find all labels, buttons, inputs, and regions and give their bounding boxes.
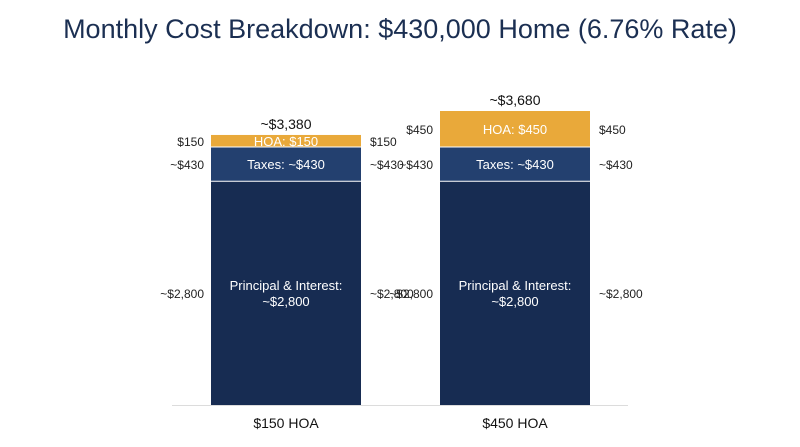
bar-2-principal-interest-segment-label: Principal & Interest: — [459, 278, 572, 293]
bar-1-taxes-segment-right-value: ~$430 — [370, 158, 404, 172]
bar-1-principal-interest-segment-label: Principal & Interest: — [230, 278, 343, 293]
bar-1-principal-interest-segment — [211, 181, 361, 405]
bar-1-principal-interest-segment-right-value: ~$2,800 — [370, 287, 414, 301]
bar-2-taxes-segment-label: Taxes: ~$430 — [476, 157, 554, 172]
bar-2-principal-interest-segment-right-value: ~$2,800 — [599, 287, 643, 301]
bar-2-hoa-segment-label: HOA: $450 — [483, 122, 547, 137]
bar-1-taxes-segment — [211, 146, 361, 182]
bar-1-total-label: ~$3,380 — [261, 116, 312, 132]
bar-2-principal-interest-segment-label: ~$2,800 — [491, 294, 538, 309]
bar-2-hoa-segment-right-value: $450 — [599, 123, 626, 137]
bar-1-hoa-segment-left-value: $150 — [177, 135, 204, 149]
bar-2-principal-interest-segment — [440, 181, 590, 405]
bar-2-hoa-segment — [440, 111, 590, 147]
bar-1-taxes-segment-left-value: ~$430 — [170, 158, 204, 172]
bar-1-taxes-segment-label: Taxes: ~$430 — [247, 157, 325, 172]
chart-title: Monthly Cost Breakdown: $430,000 Home (6… — [63, 14, 737, 44]
bar-1-hoa-segment — [211, 134, 361, 147]
bar-2-principal-interest-segment-left-value: ~$2,800 — [389, 287, 433, 301]
bar-2-taxes-segment-left-value: ~$430 — [399, 158, 433, 172]
bar-2-hoa-segment-left-value: $450 — [406, 123, 433, 137]
bar-1-principal-interest-segment-label: ~$2,800 — [262, 294, 309, 309]
bar-2-taxes-segment — [440, 146, 590, 182]
bar-1-hoa-segment-right-value: $150 — [370, 135, 397, 149]
bar-2-total-label: ~$3,680 — [490, 92, 541, 108]
bar-1-category-label: $150 HOA — [253, 415, 319, 431]
bar-1-principal-interest-segment-left-value: ~$2,800 — [160, 287, 204, 301]
bar-2-taxes-segment-right-value: ~$430 — [599, 158, 633, 172]
bar-1-hoa-segment-label: HOA: $150 — [254, 134, 318, 149]
bar-2-category-label: $450 HOA — [482, 415, 548, 431]
